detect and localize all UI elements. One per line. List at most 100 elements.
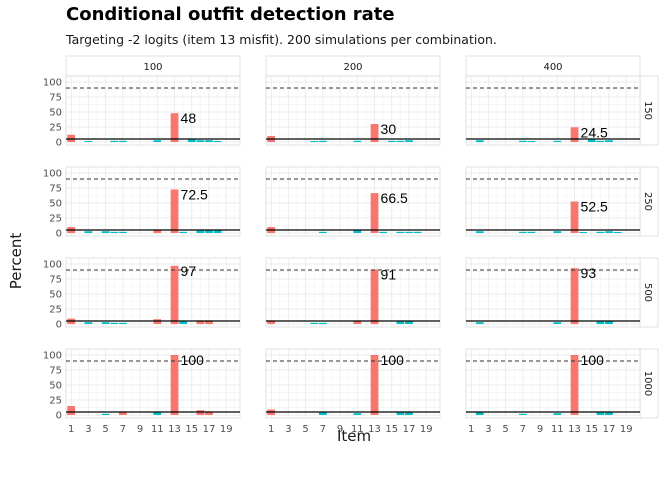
bar-item-1 [67,406,76,415]
y-tick-label: 25 [49,396,62,407]
bar-item-17 [605,321,613,324]
y-tick-label: 50 [49,199,62,210]
bar-item-6 [310,141,319,142]
bar-item-16 [396,231,405,233]
facet-strip-col-label: 100 [143,62,162,73]
bar-item-2 [475,412,484,415]
y-tick-label: 75 [49,366,62,377]
bar-item-6 [110,322,119,324]
bar-item-8 [527,141,536,142]
y-tick-label: 50 [49,108,62,119]
data-label-item-13: 72.5 [181,187,208,203]
bar-item-11 [553,231,562,233]
bar-item-5 [101,231,110,233]
x-tick-label: 15 [185,424,198,435]
bar-item-18 [213,141,222,142]
x-tick-label: 17 [203,424,216,435]
data-label-item-13: 24.5 [581,124,608,140]
bar-item-17 [605,412,613,415]
y-tick-label: 0 [56,411,62,422]
panel-background [465,257,641,328]
bar-item-16 [596,140,605,142]
panel-background [265,75,441,146]
panel-background [65,166,241,237]
facet-strip-row-label: 500 [642,283,653,302]
y-tick-label: 25 [49,123,62,134]
x-tick-label: 17 [603,424,616,435]
y-tick-label: 75 [49,184,62,195]
x-tick-label: 15 [385,424,398,435]
bar-item-16 [396,140,405,142]
bar-item-17 [205,411,213,415]
panel-background [465,75,641,146]
x-tick-label: 19 [620,424,633,435]
chart-subtitle: Targeting -2 logits (item 13 misfit). 20… [66,32,497,47]
bar-item-11 [153,140,162,142]
bar-item-13 [370,193,379,233]
data-label-item-13: 52.5 [581,199,608,215]
bar-item-17 [605,140,613,142]
bar-item-7 [318,140,327,142]
bar-item-18 [213,230,222,233]
bar-item-13 [370,269,379,324]
bar-item-13 [170,113,179,142]
bar-item-11 [553,413,562,415]
panel-background [465,348,641,419]
bar-item-17 [605,231,613,233]
x-tick-label: 13 [168,424,181,435]
panel-background [65,75,241,146]
x-tick-label: 3 [485,424,491,435]
x-axis-title: Item [337,427,372,445]
bar-item-11 [553,322,562,324]
x-tick-label: 5 [102,424,108,435]
panel-background [65,257,241,328]
bar-item-16 [196,320,205,324]
x-tick-label: 11 [351,424,364,435]
bar-item-16 [196,230,205,233]
bar-item-7 [118,231,127,233]
chart-title: Conditional outfit detection rate [66,4,395,25]
y-tick-label: 100 [43,260,62,271]
bar-item-5 [101,322,110,324]
bar-item-7 [318,322,327,324]
panel-background [265,257,441,328]
bar-item-7 [118,322,127,324]
x-tick-label: 7 [120,424,126,435]
bar-item-5 [101,413,110,415]
panel-background [265,166,441,237]
bar-item-7 [518,140,527,142]
x-tick-label: 1 [68,424,74,435]
y-tick-label: 0 [56,229,62,240]
x-tick-label: 15 [585,424,598,435]
bar-item-11 [153,229,162,233]
bar-item-15 [587,139,596,142]
facet-strip-row-label: 250 [642,192,653,211]
bar-item-13 [370,355,379,415]
x-tick-label: 11 [151,424,164,435]
data-label-item-13: 97 [181,263,197,279]
bar-item-17 [205,320,213,324]
bar-item-7 [518,413,527,415]
x-tick-label: 13 [568,424,581,435]
panel-background [465,166,641,237]
bar-item-14 [379,231,388,233]
y-tick-label: 75 [49,93,62,104]
data-label-item-13: 66.5 [381,190,408,206]
bar-item-11 [553,140,562,142]
facet-strip-row-label: 1000 [642,371,653,396]
bar-item-13 [170,265,179,324]
data-label-item-13: 100 [381,352,405,368]
y-tick-label: 100 [43,169,62,180]
bar-item-17 [405,321,413,324]
bar-item-6 [110,140,119,142]
bar-item-3 [84,141,93,142]
facet-strip-col-label: 200 [343,62,362,73]
bar-item-1 [267,320,276,324]
bar-item-11 [153,412,162,415]
bar-item-13 [570,127,579,142]
bar-item-16 [196,140,205,142]
bar-item-2 [475,140,484,142]
bar-item-7 [318,231,327,233]
y-tick-label: 75 [49,275,62,286]
